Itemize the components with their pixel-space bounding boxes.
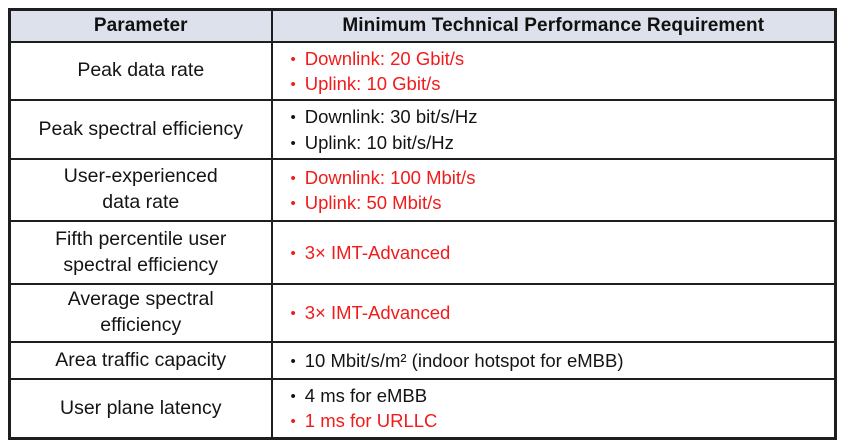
requirement-text: Uplink: 10 Gbit/s	[304, 72, 441, 94]
table-row: User-experienced data rate • Downlink: 1…	[8, 158, 837, 223]
bullet-icon: •	[290, 109, 296, 127]
requirement-cell: • 4 ms for eMBB • 1 ms for URLLC	[270, 378, 837, 440]
requirement-cell: • Downlink: 100 Mbit/s • Uplink: 50 Mbit…	[270, 158, 837, 223]
performance-requirements-table: Parameter Minimum Technical Performance …	[8, 8, 837, 440]
bullet-icon: •	[290, 75, 296, 93]
table-row: Peak spectral efficiency • Downlink: 30 …	[8, 99, 837, 161]
bullet-icon: •	[290, 195, 296, 213]
bullet-icon: •	[290, 169, 296, 187]
requirement-text: 10 Mbit/s/m² (indoor hotspot for eMBB)	[304, 349, 624, 371]
requirement-text: 4 ms for eMBB	[304, 385, 428, 407]
requirement-cell: • Downlink: 20 Gbit/s • Uplink: 10 Gbit/…	[270, 40, 837, 102]
requirement-text: Downlink: 30 bit/s/Hz	[304, 106, 478, 128]
bullet-icon: •	[290, 413, 296, 431]
requirement-item: • 3× IMT-Advanced	[291, 240, 825, 265]
requirement-item: • Downlink: 20 Gbit/s	[291, 46, 825, 71]
bullet-icon: •	[290, 388, 296, 406]
requirement-item: • 1 ms for URLLC	[291, 408, 825, 433]
column-header-requirement: Minimum Technical Performance Requiremen…	[270, 8, 837, 43]
requirement-text: Uplink: 10 bit/s/Hz	[304, 131, 454, 153]
parameter-area-traffic-capacity: Area traffic capacity	[8, 341, 273, 381]
column-header-parameter: Parameter	[8, 8, 273, 43]
requirement-cell: • 10 Mbit/s/m² (indoor hotspot for eMBB)	[270, 341, 837, 381]
bullet-icon: •	[290, 352, 296, 370]
header-row: Parameter Minimum Technical Performance …	[8, 8, 837, 43]
requirement-item: • Downlink: 100 Mbit/s	[291, 165, 825, 190]
requirement-text: 3× IMT-Advanced	[304, 241, 451, 263]
requirement-item: • 3× IMT-Advanced	[291, 300, 825, 325]
table-row: Area traffic capacity • 10 Mbit/s/m² (in…	[8, 341, 837, 381]
requirement-cell: • 3× IMT-Advanced	[270, 283, 837, 344]
requirement-text: 1 ms for URLLC	[304, 410, 438, 432]
requirement-item: • Uplink: 10 Gbit/s	[291, 71, 825, 96]
table-row: User plane latency • 4 ms for eMBB • 1 m…	[8, 378, 837, 440]
table-row: Average spectral efficiency • 3× IMT-Adv…	[8, 283, 837, 344]
parameter-peak-spectral-efficiency: Peak spectral efficiency	[8, 99, 273, 161]
parameter-peak-data-rate: Peak data rate	[8, 40, 273, 102]
requirement-item: • Downlink: 30 bit/s/Hz	[291, 104, 825, 129]
requirement-item: • Uplink: 10 bit/s/Hz	[291, 130, 825, 155]
table-row: Peak data rate • Downlink: 20 Gbit/s • U…	[8, 40, 837, 102]
requirement-text: Uplink: 50 Mbit/s	[304, 192, 442, 214]
parameter-average-spectral-efficiency: Average spectral efficiency	[8, 283, 273, 344]
requirement-item: • Uplink: 50 Mbit/s	[291, 190, 825, 215]
bullet-icon: •	[290, 244, 296, 262]
requirement-cell: • 3× IMT-Advanced	[270, 220, 837, 286]
bullet-icon: •	[290, 134, 296, 152]
requirement-text: 3× IMT-Advanced	[304, 302, 451, 324]
requirement-item: • 10 Mbit/s/m² (indoor hotspot for eMBB)	[291, 348, 825, 373]
table-row: Fifth percentile user spectral efficienc…	[8, 220, 837, 286]
requirement-item: • 4 ms for eMBB	[291, 383, 825, 408]
requirement-text: Downlink: 20 Gbit/s	[304, 47, 465, 69]
parameter-fifth-percentile-spectral-efficiency: Fifth percentile user spectral efficienc…	[8, 220, 273, 286]
requirement-cell: • Downlink: 30 bit/s/Hz • Uplink: 10 bit…	[270, 99, 837, 161]
bullet-icon: •	[290, 50, 296, 68]
requirement-text: Downlink: 100 Mbit/s	[304, 166, 476, 188]
parameter-user-experienced-data-rate: User-experienced data rate	[8, 158, 273, 223]
parameter-user-plane-latency: User plane latency	[8, 378, 273, 440]
bullet-icon: •	[290, 305, 296, 323]
